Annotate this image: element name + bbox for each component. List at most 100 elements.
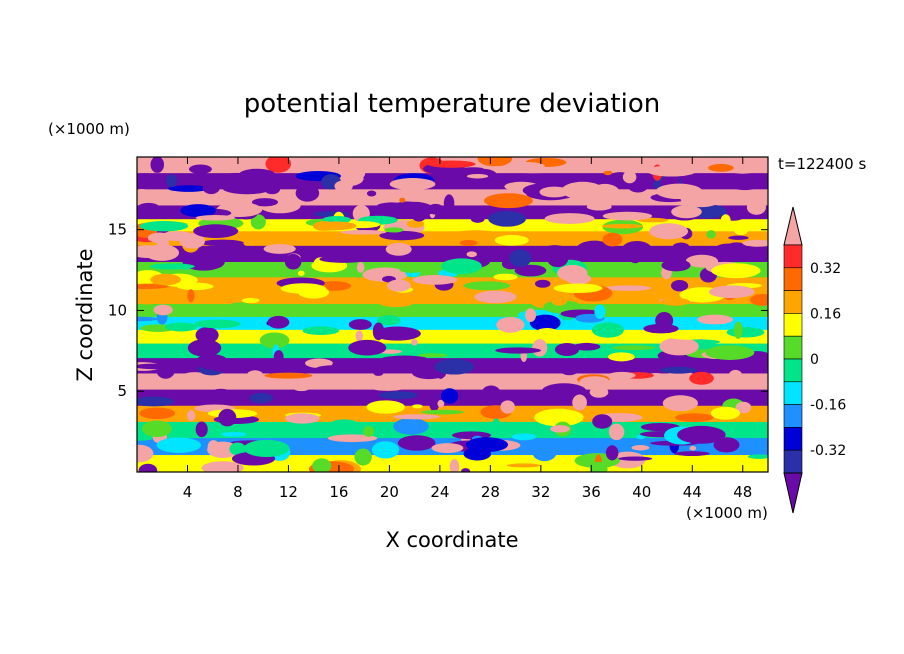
heatmap-cell	[273, 350, 284, 364]
heatmap-cell	[605, 285, 651, 291]
heatmap-cell	[137, 396, 175, 407]
heatmap-cell	[427, 203, 444, 215]
heatmap-cell	[650, 208, 663, 214]
heatmap-cell	[137, 173, 163, 189]
heatmap-cell	[164, 322, 198, 332]
heatmap-cell	[461, 468, 471, 472]
heatmap-cell	[297, 270, 305, 276]
heatmap-cell	[536, 328, 559, 337]
heatmap-cell	[399, 197, 406, 203]
y-axis-ticks: 5 10 15	[108, 221, 768, 400]
heatmap-cell	[315, 365, 350, 373]
heatmap-cell	[393, 414, 440, 420]
heatmap-cell	[483, 193, 533, 209]
heatmap-cell	[592, 414, 613, 429]
heatmap-cell	[680, 190, 723, 208]
heatmap-cell	[350, 390, 359, 400]
heatmap-cell	[534, 279, 551, 288]
colorbar: -0.32 -0.16 0 0.16 0.32	[783, 206, 846, 514]
heatmap-cell	[602, 232, 623, 247]
heatmap-cell	[356, 261, 365, 273]
heatmap-cell	[557, 264, 588, 282]
heatmap-cell	[250, 214, 266, 230]
heatmap-cell	[241, 297, 260, 304]
heatmap-cell	[589, 461, 608, 472]
x-tick-label: 4	[183, 483, 193, 501]
heatmap-cell	[195, 327, 219, 344]
heatmap-cell	[220, 431, 247, 437]
heatmap-cell	[547, 250, 569, 268]
heatmap-cell	[363, 425, 375, 437]
heatmap-cell	[227, 302, 254, 314]
heatmap-cell	[506, 463, 541, 468]
heatmap-cell	[137, 202, 160, 212]
heatmap-cell	[398, 191, 433, 202]
heatmap-cell	[601, 223, 644, 229]
heatmap-cell	[525, 308, 537, 323]
heatmap-cell	[354, 448, 372, 466]
colorbar-segment	[783, 358, 803, 383]
colorbar-segment	[783, 404, 803, 428]
x-tick-label: 12	[279, 483, 298, 501]
plot-frame	[136, 156, 769, 473]
colorbar-segment	[783, 427, 803, 451]
heatmap-cell	[723, 158, 762, 174]
heatmap-cell	[539, 186, 570, 198]
heatmap-cell	[607, 352, 635, 362]
heatmap-cell	[605, 445, 619, 461]
heatmap-cell	[643, 323, 679, 334]
heatmap-cell	[670, 279, 689, 292]
heatmap-cell	[662, 395, 698, 412]
heatmap-cell	[532, 339, 548, 357]
x-tick-label: 36	[582, 483, 601, 501]
heatmap-cell	[387, 279, 411, 292]
heatmap-cell	[495, 347, 542, 354]
heatmap-cell	[357, 379, 382, 390]
heatmap-cell	[399, 266, 425, 273]
heatmap-cell	[509, 249, 532, 267]
heatmap-cell	[156, 437, 202, 453]
heatmap-cell	[137, 276, 148, 285]
heatmap-cell	[348, 319, 372, 330]
heatmap-cell	[229, 442, 246, 456]
heatmap-cell	[327, 434, 378, 443]
heatmap-cell	[406, 219, 425, 228]
heatmap-cell	[735, 196, 766, 202]
heatmap-cell	[180, 372, 209, 383]
heatmap-cell	[312, 221, 357, 231]
heatmap-cell	[144, 244, 180, 261]
heatmap-cell	[735, 401, 752, 414]
heatmap-cell	[202, 181, 220, 195]
heatmap-cell	[355, 330, 363, 342]
heatmap-cell	[611, 345, 655, 351]
y-tick-label: 15	[108, 221, 127, 239]
heatmap-cell	[263, 243, 296, 254]
heatmap-cell	[451, 230, 500, 239]
heatmap-cell	[689, 445, 697, 451]
heatmap-cell	[710, 406, 740, 420]
heatmap-cell	[660, 366, 698, 374]
heatmap-cell	[194, 319, 241, 329]
heatmap-cell	[379, 230, 425, 241]
heatmap-cell	[427, 160, 476, 168]
heatmap-cell	[207, 440, 220, 454]
heatmap-cell	[553, 283, 603, 293]
heatmap-cell	[295, 184, 320, 202]
heatmap-cell	[482, 165, 532, 171]
heatmap-cell	[602, 211, 653, 221]
heatmap-cell	[187, 289, 195, 303]
heatmap-cell	[137, 436, 153, 441]
heatmap-cell	[491, 418, 501, 436]
heatmap-cell	[720, 214, 731, 228]
heatmap-cell	[622, 170, 637, 184]
heatmap-cell	[727, 242, 746, 251]
heatmap-cell	[312, 458, 332, 472]
heatmap-cell	[411, 404, 423, 409]
heatmap-cell	[603, 170, 613, 176]
heatmap-cell	[661, 259, 691, 272]
heatmap-cell	[466, 251, 477, 258]
time-label: t=122400 s	[778, 155, 866, 173]
heatmap-cell	[189, 164, 212, 174]
x-unit-label: (×1000 m)	[686, 504, 768, 522]
x-tick-label: 32	[531, 483, 550, 501]
